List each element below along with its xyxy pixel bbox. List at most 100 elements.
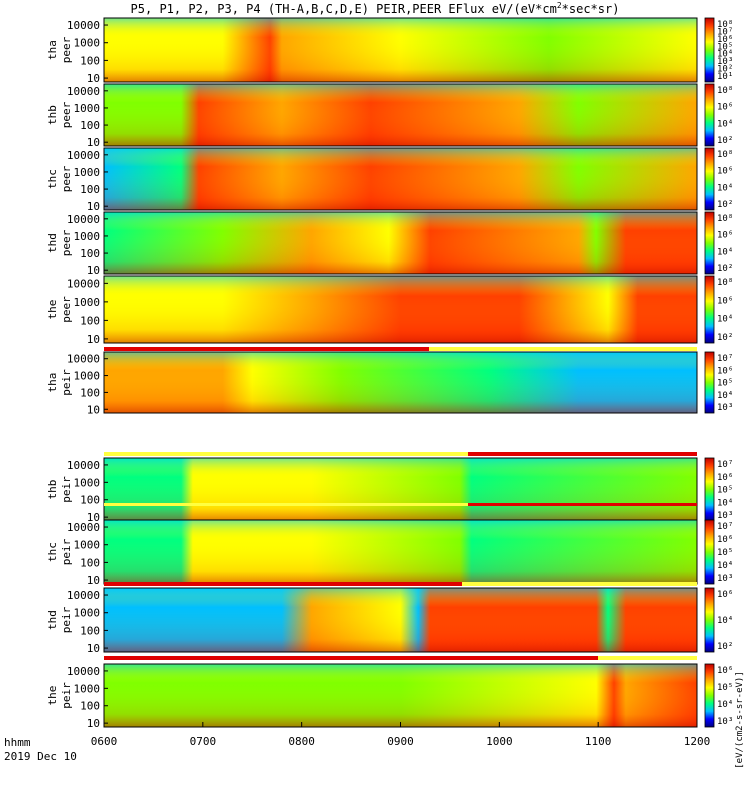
panel-probe-label: thc xyxy=(46,542,59,562)
panel-thd-peir: 10000 1000 100 10 thd peir 10⁶ 10⁴ 10² xyxy=(46,587,733,655)
colorbar xyxy=(704,351,715,414)
colorbar-tick-label: 10⁵ xyxy=(717,42,733,52)
x-tick-label: 0900 xyxy=(387,735,414,748)
status-segment xyxy=(104,503,468,506)
colorbar-tick-label: 10⁸ xyxy=(717,20,733,30)
y-tick-label: 10 xyxy=(87,333,100,346)
panel-probe-label: thb xyxy=(46,480,59,500)
x-tick-label: 0800 xyxy=(288,735,315,748)
status-segment xyxy=(468,503,697,506)
y-tick-label: 10000 xyxy=(67,459,100,472)
y-tick-label: 100 xyxy=(80,700,100,713)
colorbar-tick-label: 10⁴ xyxy=(717,315,733,325)
y-tick-label: 100 xyxy=(80,54,100,67)
colorbar-tick-label: 10⁶ xyxy=(717,473,733,483)
y-tick-label: 100 xyxy=(80,624,100,637)
colorbar-tick-label: 10⁷ xyxy=(717,27,733,37)
y-tick-label: 100 xyxy=(80,556,100,569)
x-tick-label: 1100 xyxy=(585,735,612,748)
spectrogram-shading xyxy=(104,212,697,274)
panel-species-label: peer xyxy=(60,229,73,256)
colorbar-tick-label: 10² xyxy=(717,200,733,210)
colorbar-tick-label: 10⁴ xyxy=(717,183,733,193)
y-tick-label: 100 xyxy=(80,386,100,399)
colorbar-tick-label: 10⁴ xyxy=(717,498,733,508)
colorbar xyxy=(704,519,715,585)
panel-probe-label: thb xyxy=(46,105,59,125)
y-tick-label: 10 xyxy=(87,511,100,524)
y-tick-label: 10 xyxy=(87,136,100,149)
colorbar-tick-label: 10² xyxy=(717,642,733,652)
panel-species-label: peir xyxy=(60,369,73,396)
colorbar-tick-label: 10⁵ xyxy=(717,379,733,389)
panel-species-label: peir xyxy=(60,476,73,503)
panel-frame xyxy=(103,147,698,211)
colorbar xyxy=(704,17,715,83)
colorbar-tick-label: 10⁶ xyxy=(717,167,733,177)
panel-frame xyxy=(103,211,698,275)
panel-frame xyxy=(103,83,698,147)
colorbar xyxy=(704,663,715,728)
x-label-date: 2019 Dec 10 xyxy=(4,750,77,763)
panel-probe-label: thd xyxy=(46,233,59,253)
spectrogram-shading xyxy=(104,458,697,521)
status-bar xyxy=(104,347,697,351)
panel-thc-peer: 10000 1000 100 10 thc peer 10⁸ 10⁶ 10⁴ 10² xyxy=(46,147,733,213)
panel-thc-peir: 10000 1000 100 10 thc peir 10⁷ 10⁶ 10⁵ 10⁴ 10³ xyxy=(46,519,733,587)
y-tick-label: 10000 xyxy=(67,353,100,366)
y-tick-label: 1000 xyxy=(74,370,101,383)
y-tick-label: 10000 xyxy=(67,521,100,534)
colorbar-tick-label: 10² xyxy=(717,333,733,343)
colorbar-tick-label: 10⁸ xyxy=(717,150,733,160)
x-tick-label: 1200 xyxy=(684,735,711,748)
y-tick-label: 10 xyxy=(87,642,100,655)
y-tick-label: 100 xyxy=(80,119,100,132)
status-segment xyxy=(468,452,697,456)
panel-species-label: peer xyxy=(60,36,73,63)
colorbar xyxy=(704,457,715,522)
panel-probe-label: tha xyxy=(46,373,59,393)
panel-probe-label: the xyxy=(46,686,59,706)
colorbar-tick-label: 10⁴ xyxy=(717,247,733,257)
colorbar-tick-label: 10³ xyxy=(717,574,733,584)
colorbar-tick-label: 10³ xyxy=(717,403,733,413)
colorbar-tick-label: 10⁷ xyxy=(717,460,733,470)
y-tick-label: 10000 xyxy=(67,85,100,98)
spectrogram-shading xyxy=(104,352,697,413)
colorbar-tick-label: 10⁶ xyxy=(717,231,733,241)
chart-title: P5, P1, P2, P3, P4 (TH-A,B,C,D,E) PEIR,P… xyxy=(130,1,620,16)
spectrogram-shading xyxy=(104,18,697,82)
colorbar-tick-label: 10⁵ xyxy=(717,486,733,496)
panel-probe-label: the xyxy=(46,300,59,320)
colorbar-tick-label: 10⁶ xyxy=(717,590,733,600)
status-segment xyxy=(104,347,429,351)
panel-thd-peer: 10000 1000 100 10 thd peer 10⁸ 10⁶ 10⁴ 10² xyxy=(46,211,733,277)
panel-species-label: peir xyxy=(60,538,73,565)
spectrogram-shading xyxy=(104,664,697,727)
y-tick-label: 10 xyxy=(87,264,100,277)
colorbar-tick-label: 10⁶ xyxy=(717,103,733,113)
y-tick-label: 10 xyxy=(87,717,100,730)
panel-tha-peir: 10000 1000 100 10 tha peir 10⁷ 10⁶ 10⁵ 10⁴ 10³ xyxy=(46,351,733,416)
panel-frame xyxy=(103,17,698,83)
y-tick-label: 1000 xyxy=(74,102,101,115)
y-tick-label: 100 xyxy=(80,247,100,260)
colorbar-tick-label: 10⁴ xyxy=(717,50,733,60)
colorbar-tick-label: 10¹ xyxy=(717,72,733,82)
colorbar-tick-label: 10⁸ xyxy=(717,86,733,96)
y-tick-label: 10000 xyxy=(67,213,100,226)
colorbar xyxy=(704,147,715,211)
y-tick-label: 1000 xyxy=(74,682,101,695)
colorbar-tick-label: 10⁶ xyxy=(717,366,733,376)
colorbar-tick-label: 10⁷ xyxy=(717,522,733,532)
status-segment xyxy=(104,452,468,456)
panel-species-label: peir xyxy=(60,682,73,709)
y-tick-label: 1000 xyxy=(74,166,101,179)
x-tick-label: 0600 xyxy=(91,735,118,748)
panel-probe-label: thd xyxy=(46,610,59,630)
spectrogram-shading xyxy=(104,276,697,343)
colorbar-tick-label: 10⁶ xyxy=(717,296,733,306)
panel-frame xyxy=(103,351,698,414)
